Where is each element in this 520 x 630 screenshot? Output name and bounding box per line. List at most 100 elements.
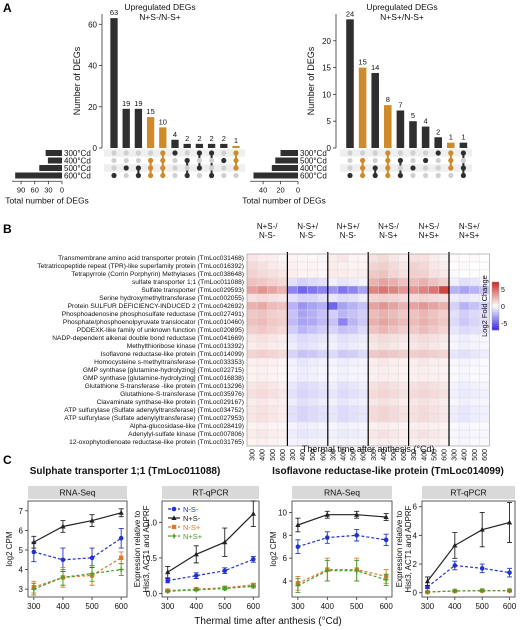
heatmap-cell (428, 397, 440, 407)
line-marker-circle (89, 555, 95, 561)
upset-matrix-dot (221, 172, 227, 179)
heatmap-cell (438, 381, 450, 391)
heatmap-cell (297, 381, 308, 391)
line-marker-circle (222, 568, 228, 573)
heatmap-cell (287, 421, 298, 431)
heatmap-cell (398, 269, 409, 279)
heatmap-cell (388, 397, 399, 407)
upset-matrix-dot-active (460, 165, 466, 171)
heatmap-cell (277, 309, 288, 319)
line-marker-circle (31, 549, 37, 555)
heatmap-cell (388, 333, 399, 343)
heatmap-cell (438, 357, 450, 367)
upset-set-label: 400°Cd (64, 157, 91, 166)
upset-matrix-dot-active (423, 157, 429, 164)
heatmap-cell (357, 277, 369, 287)
heatmap-cell (277, 381, 288, 391)
heatmap-cell (448, 309, 460, 319)
line-marker-triangle (31, 539, 37, 545)
heatmap-cell (408, 349, 419, 359)
upset-matrix-dot (221, 165, 227, 171)
heatmap-cell (327, 349, 339, 359)
heatmap-cell (357, 389, 369, 399)
heatmap-cell (277, 285, 288, 295)
heatmap-cell (438, 397, 450, 407)
heatmap-cell (337, 413, 349, 423)
heatmap-cell (438, 285, 450, 295)
heatmap-cell (267, 269, 278, 279)
upset-matrix-dot-active (233, 150, 239, 156)
heatmap-cell (388, 285, 399, 295)
heatmap-cell (267, 293, 278, 303)
upset-matrix-dot (209, 165, 215, 171)
heatmap-cell (458, 277, 470, 287)
heatmap-cell (368, 269, 379, 279)
heatmap-cell (378, 389, 389, 399)
upset-matrix-dot (423, 165, 429, 171)
heatmap-cell (337, 301, 349, 311)
heatmap-x-tick-label: 600 (280, 449, 287, 461)
heatmap-cell (428, 325, 440, 335)
line-x-tick-label: 500 (475, 602, 489, 611)
line-marker-plus (250, 583, 256, 589)
upset-bar-label: 1 (461, 133, 465, 142)
heatmap-cell (448, 301, 460, 311)
heatmap-cell (347, 413, 359, 423)
heatmap-cell (297, 389, 308, 399)
line-marker-triangle (60, 523, 66, 529)
line-marker-circle (250, 557, 256, 562)
heatmap-cell (438, 269, 450, 279)
heatmap-cell (246, 325, 258, 335)
heatmap-cell (448, 317, 460, 327)
heatmap-cell (287, 373, 298, 383)
upset-bar-label: 1 (449, 133, 453, 142)
heatmap-cell (347, 277, 359, 287)
line-y-tick-label: 2 (413, 560, 418, 569)
line-series-path (297, 569, 387, 584)
line-series-path (33, 512, 122, 543)
line-y-label: log2 CPM (269, 531, 278, 566)
heatmap-cell (398, 317, 409, 327)
heatmap-cell (277, 365, 288, 375)
heatmap-cell (458, 357, 470, 367)
upset-bar-label: 2 (210, 134, 214, 143)
panel-label-b: B (3, 222, 12, 236)
heatmap-cell (418, 373, 430, 383)
heatmap-cell (287, 269, 298, 279)
heatmap-cell (317, 349, 329, 359)
line-marker-circle (452, 563, 458, 568)
heatmap-cell (267, 301, 278, 311)
heatmap-cell (448, 333, 460, 343)
heatmap-cell (378, 341, 389, 351)
heatmap-cell (267, 261, 278, 271)
heatmap-cell (297, 413, 308, 423)
heatmap-cell (388, 429, 399, 439)
upset-matrix-dot (209, 157, 215, 164)
line-x-tick-label: 600 (114, 602, 128, 611)
upset-matrix-dot (123, 157, 129, 164)
upset-set-axis-tick-label: 20 (276, 185, 284, 194)
upset-bar (207, 143, 216, 148)
heatmap-cell (418, 261, 430, 271)
heatmap-cell (267, 405, 278, 415)
heatmap-cell (307, 293, 318, 303)
heatmap-cell (479, 373, 490, 383)
heatmap-cell (398, 301, 409, 311)
line-y-tick-label: 6 (413, 503, 418, 512)
upset-matrix-dot (397, 165, 403, 171)
upset-matrix-dot-active (209, 150, 215, 156)
upset-bar (146, 117, 155, 148)
upset-matrix-dot-active (233, 157, 239, 164)
heatmap-cell (246, 381, 258, 391)
upset-matrix-dot-active (135, 172, 141, 179)
upset-bar-label: 2 (436, 127, 440, 136)
heatmap-cell (327, 325, 339, 335)
upset-set-axis-label: Total number of DEGs (242, 195, 326, 205)
heatmap-legend-swatch (492, 314, 499, 317)
heatmap-cell (317, 261, 329, 271)
upset-bar-label: 1 (234, 136, 238, 145)
heatmap-cell (448, 277, 460, 287)
heatmap-cell (368, 309, 379, 319)
heatmap-cell (418, 349, 430, 359)
